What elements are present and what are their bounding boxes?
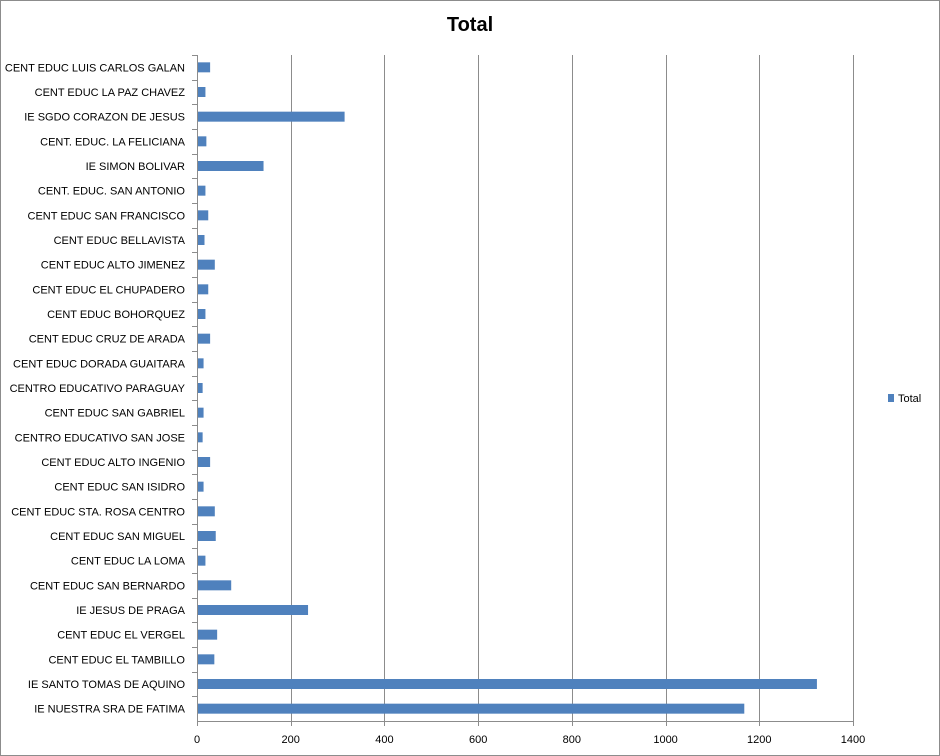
x-tick-label: 200 [282,734,300,746]
category-label: IE NUESTRA SRA DE FATIMA [34,704,185,716]
x-axis-ticks: 0 200 400 600 800 1000 1200 1400 [194,721,865,746]
category-label: CENT EDUC LA PAZ CHAVEZ [35,87,186,99]
category-label: CENT EDUC SAN FRANCISCO [28,210,186,222]
category-label: CENT EDUC EL VERGEL [57,630,185,642]
bar [197,210,209,221]
category-label: CENT EDUC CRUZ DE ARADA [29,334,186,346]
category-label: IE SGDO CORAZON DE JESUS [24,112,185,124]
category-label: CENT EDUC EL TAMBILLO [48,654,185,666]
category-label: IE SIMON BOLIVAR [86,161,185,173]
category-label: CENT. EDUC. LA FELICIANA [40,136,186,148]
x-tick-label: 1000 [653,734,677,746]
category-label: CENTRO EDUCATIVO PARAGUAY [10,383,186,395]
category-labels: CENT EDUC LUIS CARLOS GALAN CENT EDUC LA … [5,55,197,716]
bar [197,136,207,147]
category-label: CENT EDUC BELLAVISTA [54,235,186,247]
bar [197,432,203,443]
bar [197,457,211,467]
bar [197,111,345,122]
bar [197,605,309,615]
bar [197,161,264,171]
category-label: CENT EDUC ALTO JIMENEZ [41,260,186,272]
bar [197,333,211,344]
axes [197,55,853,722]
gridlines [291,55,854,721]
category-label: IE SANTO TOMAS DE AQUINO [28,679,186,691]
legend-swatch [888,394,894,402]
bar [197,679,817,689]
bar [197,284,209,295]
bar [197,407,204,418]
x-tick-label: 800 [563,734,581,746]
bar [197,358,204,369]
bar [197,185,206,196]
bar [197,235,205,245]
bar [197,309,206,319]
bar [197,62,211,73]
category-label: CENT EDUC SAN ISIDRO [54,482,185,494]
category-label: CENT EDUC SAN BERNARDO [30,580,185,592]
category-label: CENT EDUC BOHORQUEZ [47,309,185,321]
bar [197,703,745,714]
category-label: CENT EDUC LUIS CARLOS GALAN [5,62,185,74]
legend: Total [888,393,921,405]
bar [197,87,206,97]
x-tick-label: 1200 [747,734,771,746]
bar [197,506,215,517]
bar [197,654,215,665]
category-label: CENT. EDUC. SAN ANTONIO [38,186,186,198]
category-label: CENT EDUC EL CHUPADERO [32,284,185,296]
bar [197,383,203,393]
bar [197,629,218,640]
category-label: CENT EDUC LA LOMA [71,556,186,568]
category-label: IE JESUS DE PRAGA [76,605,185,617]
category-label: CENT EDUC SAN GABRIEL [45,408,185,420]
bar [197,481,204,492]
bar [197,555,206,566]
category-label: CENT EDUC DORADA GUAITARA [13,358,186,370]
bars [197,62,817,714]
category-label: CENTRO EDUCATIVO SAN JOSE [15,432,185,444]
legend-label: Total [898,393,921,405]
category-label: CENT EDUC STA. ROSA CENTRO [11,506,185,518]
x-tick-label: 600 [469,734,487,746]
category-label: CENT EDUC ALTO INGENIO [41,457,185,469]
chart-title: Total [446,14,494,36]
bar [197,580,232,591]
x-tick-label: 400 [375,734,393,746]
x-tick-label: 1400 [841,734,865,746]
category-label: CENT EDUC SAN MIGUEL [50,531,185,543]
bar [197,259,215,270]
x-tick-label: 0 [194,734,200,746]
bar [197,531,216,541]
